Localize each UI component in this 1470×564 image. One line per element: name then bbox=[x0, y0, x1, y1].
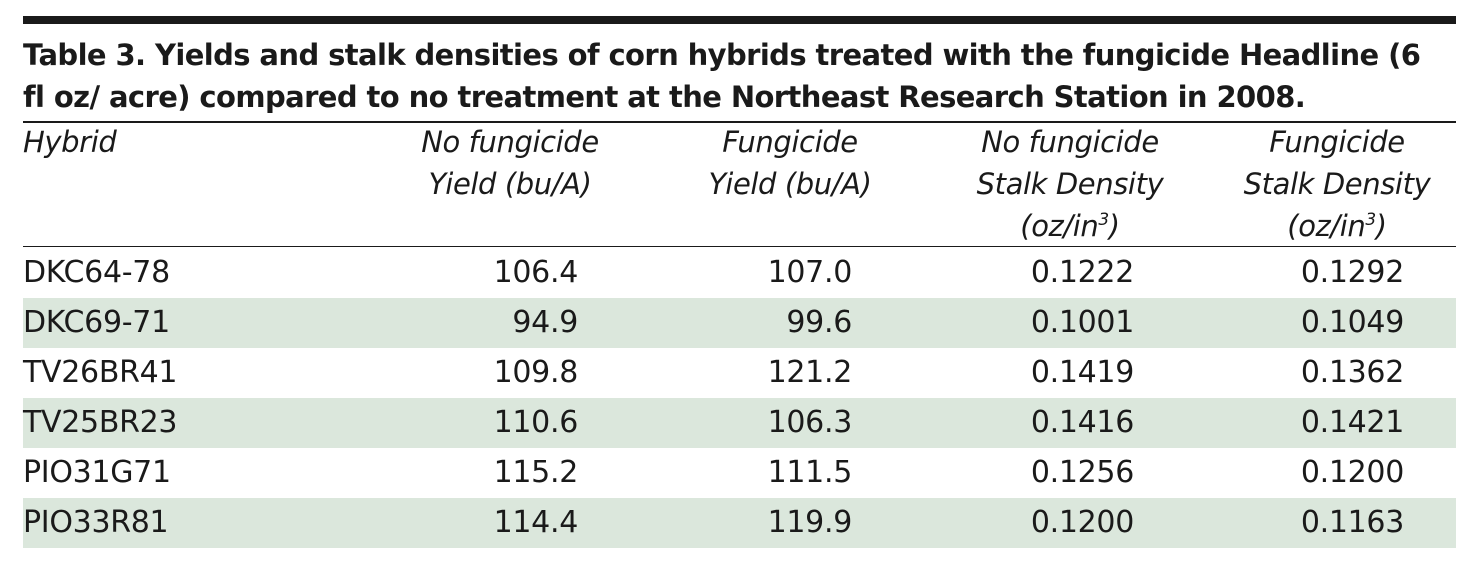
cell-fungicide-yield: 111.5 bbox=[767, 455, 853, 490]
cell-no-fungicide-density: 0.1222 bbox=[1030, 255, 1134, 290]
cell-fungicide-yield: 107.0 bbox=[767, 255, 853, 290]
table-caption: Table 3. Yields and stalk densities of c… bbox=[23, 34, 1456, 118]
cell-no-fungicide-density: 0.1419 bbox=[1030, 355, 1134, 390]
header-no-fungicide-yield: No fungicide Yield (bu/A) bbox=[421, 125, 599, 201]
cell-no-fungicide-density: 0.1001 bbox=[1030, 305, 1134, 340]
caption-line-1: Table 3. Yields and stalk densities of c… bbox=[23, 38, 1421, 72]
header-fungicide-yield: Fungicide Yield (bu/A) bbox=[708, 125, 872, 201]
header-fungicide-stalk-density: Fungicide Stalk Density (oz/in3) bbox=[1243, 125, 1431, 243]
table-row: PIO31G71 115.2 111.5 0.1256 0.1200 bbox=[23, 448, 1456, 498]
cell-no-fungicide-yield: 115.2 bbox=[493, 455, 579, 490]
cell-no-fungicide-yield: 109.8 bbox=[493, 355, 579, 390]
cell-no-fungicide-density: 0.1416 bbox=[1030, 405, 1134, 440]
header-top-rule bbox=[23, 121, 1456, 123]
caption-line-2: fl oz/ acre) compared to no treatment at… bbox=[23, 80, 1306, 114]
table-row: PIO33R81 114.4 119.9 0.1200 0.1163 bbox=[23, 498, 1456, 548]
top-rule bbox=[23, 16, 1456, 24]
cell-hybrid: DKC64-78 bbox=[23, 255, 170, 290]
cell-fungicide-density: 0.1421 bbox=[1300, 405, 1404, 440]
cell-hybrid: TV25BR23 bbox=[23, 405, 178, 440]
cell-fungicide-yield: 99.6 bbox=[786, 305, 852, 340]
cell-hybrid: DKC69-71 bbox=[23, 305, 170, 340]
cell-fungicide-density: 0.1362 bbox=[1300, 355, 1404, 390]
cell-no-fungicide-density: 0.1200 bbox=[1030, 505, 1134, 540]
cell-fungicide-density: 0.1200 bbox=[1300, 455, 1404, 490]
cell-hybrid: PIO33R81 bbox=[23, 505, 169, 540]
table-row: DKC64-78 106.4 107.0 0.1222 0.1292 bbox=[23, 248, 1456, 298]
cell-fungicide-density: 0.1292 bbox=[1300, 255, 1404, 290]
table-body: DKC64-78 106.4 107.0 0.1222 0.1292 DKC69… bbox=[23, 248, 1456, 548]
cell-no-fungicide-yield: 114.4 bbox=[493, 505, 579, 540]
cell-hybrid: PIO31G71 bbox=[23, 455, 171, 490]
header-no-fungicide-stalk-density: No fungicide Stalk Density (oz/in3) bbox=[976, 125, 1164, 243]
header-bottom-rule bbox=[23, 246, 1456, 247]
table-row: TV26BR41 109.8 121.2 0.1419 0.1362 bbox=[23, 348, 1456, 398]
table-row: TV25BR23 110.6 106.3 0.1416 0.1421 bbox=[23, 398, 1456, 448]
cell-hybrid: TV26BR41 bbox=[23, 355, 178, 390]
cell-no-fungicide-yield: 94.9 bbox=[512, 305, 578, 340]
cell-no-fungicide-yield: 106.4 bbox=[493, 255, 579, 290]
cell-no-fungicide-yield: 110.6 bbox=[493, 405, 579, 440]
cell-fungicide-yield: 119.9 bbox=[767, 505, 853, 540]
cell-fungicide-yield: 106.3 bbox=[767, 405, 853, 440]
table-row: DKC69-71 94.9 99.6 0.1001 0.1049 bbox=[23, 298, 1456, 348]
cell-fungicide-density: 0.1049 bbox=[1300, 305, 1404, 340]
cell-no-fungicide-density: 0.1256 bbox=[1030, 455, 1134, 490]
header-hybrid: Hybrid bbox=[23, 125, 117, 159]
cell-fungicide-density: 0.1163 bbox=[1300, 505, 1404, 540]
cell-fungicide-yield: 121.2 bbox=[767, 355, 853, 390]
